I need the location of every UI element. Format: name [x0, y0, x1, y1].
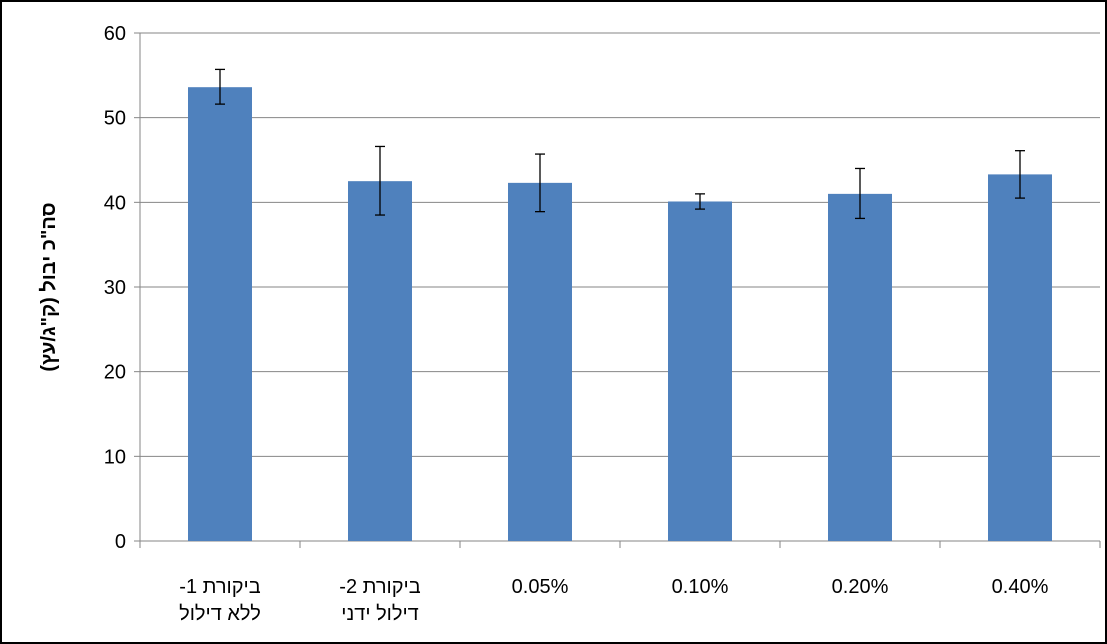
x-tick-label: ביקורת 1-: [179, 576, 260, 598]
x-tick-label: 0.05%: [512, 576, 569, 598]
bar: [668, 201, 732, 541]
y-tick-label: 0: [115, 531, 126, 553]
bar: [828, 193, 892, 541]
bar: [188, 87, 252, 541]
x-tick-label: 0.40%: [992, 576, 1049, 598]
y-tick-label: 40: [104, 192, 126, 214]
x-tick-label: 0.20%: [832, 576, 889, 598]
y-tick-label: 60: [104, 23, 126, 45]
x-tick-label: ללא דילול: [179, 603, 261, 625]
y-axis-label: סה"כ יבול (ק"ג/עץ): [38, 202, 60, 371]
y-tick-label: 20: [104, 362, 126, 384]
bar: [348, 181, 412, 541]
bar: [988, 174, 1052, 542]
x-tick-label: ביקורת 2-: [339, 576, 420, 598]
bar: [508, 182, 572, 542]
y-tick-label: 30: [104, 277, 126, 299]
x-tick-label: דילול ידני: [341, 603, 418, 625]
y-tick-label: 10: [104, 446, 126, 468]
y-tick-label: 50: [104, 108, 126, 130]
x-tick-label: 0.10%: [672, 576, 729, 598]
